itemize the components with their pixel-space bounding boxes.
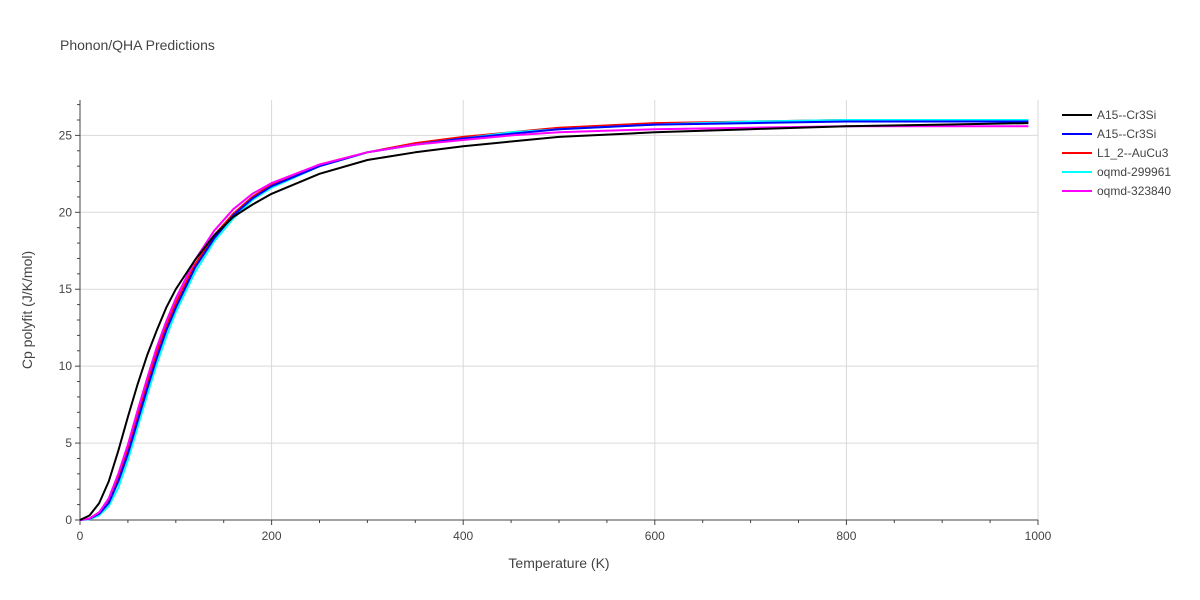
x-tick-label: 600 (645, 529, 665, 543)
series-line-1 (79, 119, 1029, 521)
legend-label: A15--Cr3Si (1097, 127, 1156, 141)
legend-label: L1_2--AuCu3 (1097, 146, 1169, 160)
legend-item[interactable]: A15--Cr3Si (1062, 127, 1156, 141)
y-tick-label: 20 (59, 205, 73, 219)
legend-item[interactable]: oqmd-299961 (1062, 165, 1171, 179)
x-tick-label: 800 (836, 529, 856, 543)
legend-item[interactable]: L1_2--AuCu3 (1062, 146, 1169, 160)
series-line-3 (79, 125, 1029, 521)
y-tick-label: 15 (59, 282, 73, 296)
x-tick-label: 400 (453, 529, 473, 543)
legend-label: A15--Cr3Si (1097, 108, 1156, 122)
y-tick-label: 25 (59, 128, 73, 142)
x-tick-label: 200 (262, 529, 282, 543)
y-tick-label: 0 (65, 513, 72, 527)
x-tick-label: 0 (77, 529, 84, 543)
chart-title: Phonon/QHA Predictions (60, 37, 215, 53)
y-tick-label: 5 (65, 436, 72, 450)
legend-label: oqmd-299961 (1097, 165, 1171, 179)
legend-item[interactable]: oqmd-323840 (1062, 184, 1171, 198)
x-tick-label: 1000 (1025, 529, 1052, 543)
x-axis-title: Temperature (K) (508, 555, 609, 571)
series-line-2 (79, 120, 1029, 521)
series-line-4 (79, 122, 1029, 521)
axes: 0 200 400 600 800 1000 0 5 10 15 20 25 (59, 100, 1052, 543)
legend-label: oqmd-323840 (1097, 184, 1171, 198)
legend[interactable]: A15--Cr3Si A15--Cr3Si L1_2--AuCu3 oqmd-2999… (1062, 108, 1171, 198)
series-line-0 (79, 119, 1029, 521)
series-lines (79, 119, 1029, 521)
y-tick-label: 10 (59, 359, 73, 373)
legend-item[interactable]: A15--Cr3Si (1062, 108, 1156, 122)
y-axis-title: Cp polyfit (J/K/mol) (19, 251, 35, 369)
grid (80, 100, 1039, 520)
